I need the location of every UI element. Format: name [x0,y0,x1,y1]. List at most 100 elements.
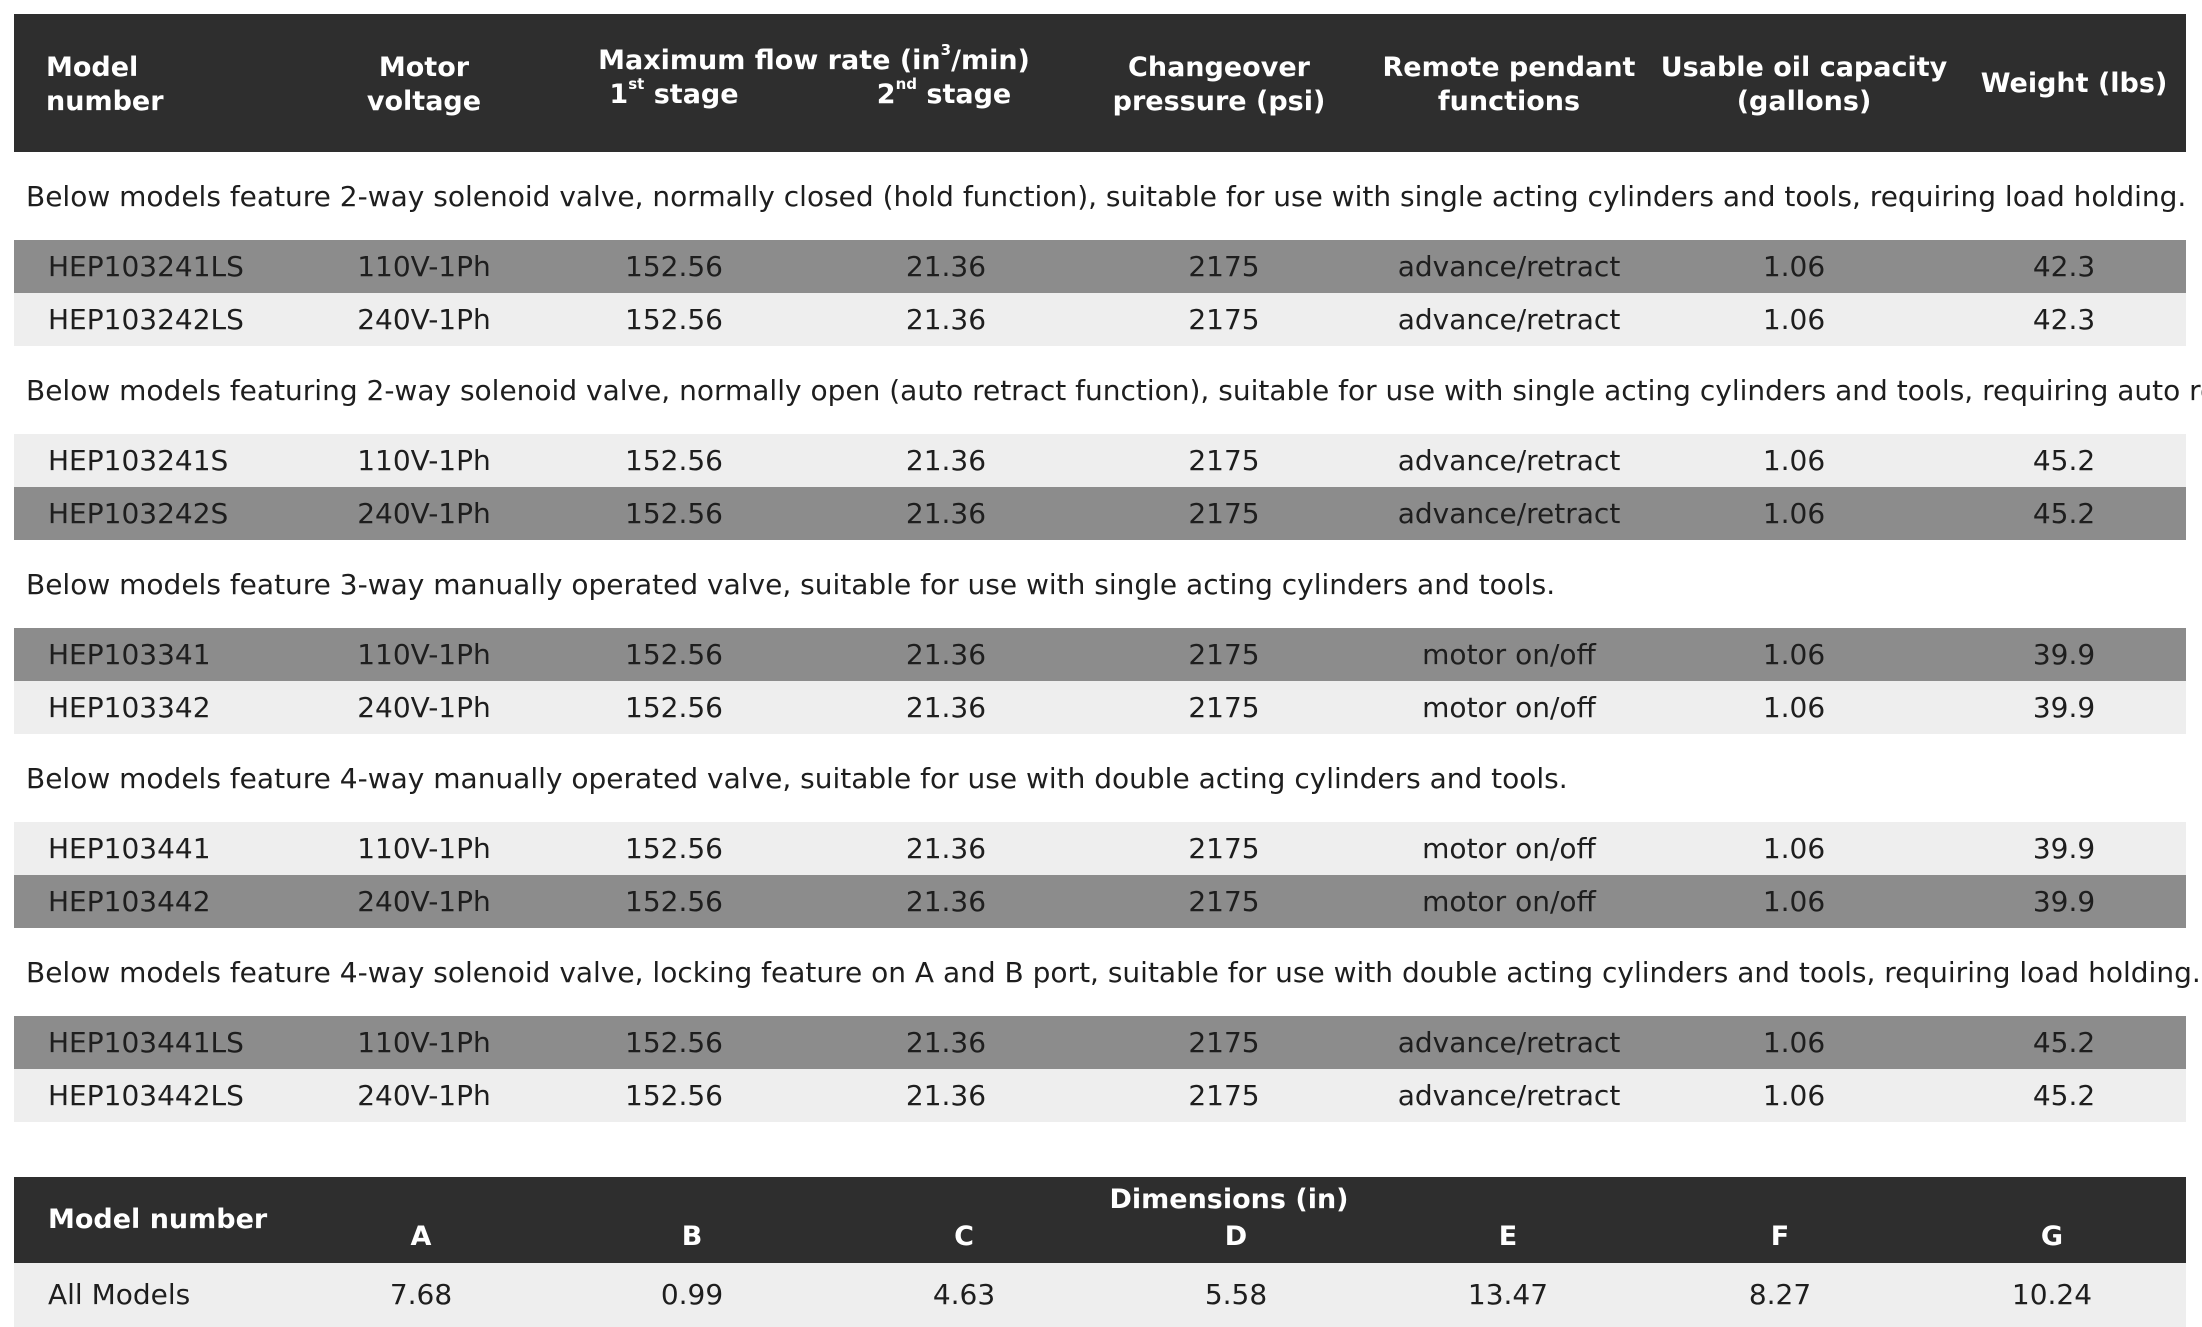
table-row: HEP103241LS 110V-1Ph 152.56 21.36 2175 advanc… [14,240,2186,293]
dimensions-table-header: Model number Dimensions (in) A B C D E F G [14,1177,2186,1263]
cell-oil: 1.06 [1762,691,1826,724]
dim-header-e: E [1498,1221,1518,1252]
table-row: HEP103242S 240V-1Ph 152.56 21.36 2175 advance… [14,487,2186,540]
cell-model-number: HEP103242LS [48,303,244,336]
cell-voltage: 110V-1Ph [357,638,491,671]
cell-pendant: motor on/off [1422,691,1596,724]
cell-stage1: 152.56 [625,303,723,336]
table-row: HEP103441 110V-1Ph 152.56 21.36 2175 motor on… [14,822,2186,875]
cell-pendant: advance/retract [1397,444,1621,477]
cell-oil: 1.06 [1762,832,1826,865]
cell-oil: 1.06 [1762,885,1826,918]
dim-header-g: G [2040,1221,2064,1252]
group-note: Below models feature 4-way solenoid valv… [26,955,2201,989]
cell-stage2: 21.36 [905,691,987,724]
header-motor-voltage: Motor voltage [366,52,482,117]
cell-pendant: advance/retract [1397,303,1621,336]
cell-model-number: HEP103441LS [48,1026,244,1059]
dim-value-g: 10.24 [2011,1278,2093,1311]
header-max-flow-rate: Maximum flow rate (in3/min) [598,41,1030,77]
cell-model-number: HEP103341 [48,638,211,671]
cell-model-number: HEP103441 [48,832,211,865]
cell-weight: 39.9 [2032,832,2096,865]
dim-value-b: 0.99 [660,1278,724,1311]
cell-oil: 1.06 [1762,444,1826,477]
cell-pressure: 2175 [1188,638,1260,671]
cell-voltage: 110V-1Ph [357,444,491,477]
dim-header-title: Dimensions (in) [1109,1184,1349,1215]
cell-oil: 1.06 [1762,250,1826,283]
dim-header-d: D [1224,1221,1248,1252]
cell-pressure: 2175 [1188,250,1260,283]
cell-stage1: 152.56 [625,444,723,477]
cell-stage1: 152.56 [625,832,723,865]
cell-model-number: HEP103241LS [48,250,244,283]
spec-table-body: Below models feature 2-way solenoid valv… [14,152,2202,1122]
cell-stage1: 152.56 [625,638,723,671]
group-note: Below models feature 3-way manually oper… [26,567,1556,601]
dim-row-model: All Models [48,1278,191,1311]
cell-pendant: motor on/off [1422,832,1596,865]
table-row: HEP103242LS 240V-1Ph 152.56 21.36 2175 advanc… [14,293,2186,346]
cell-stage1: 152.56 [625,497,723,530]
cell-pressure: 2175 [1188,303,1260,336]
cell-weight: 39.9 [2032,638,2096,671]
cell-pendant: motor on/off [1422,885,1596,918]
cell-pendant: advance/retract [1397,1026,1621,1059]
dim-value-a: 7.68 [389,1278,453,1311]
cell-voltage: 240V-1Ph [357,1079,491,1112]
cell-stage1: 152.56 [625,1026,723,1059]
cell-voltage: 240V-1Ph [357,885,491,918]
cell-model-number: HEP103242S [48,497,229,530]
spec-document: Model number Motor voltage Maximum flow ra… [14,14,2202,1327]
cell-voltage: 110V-1Ph [357,1026,491,1059]
cell-pressure: 2175 [1188,1079,1260,1112]
dim-value-c: 4.63 [932,1278,996,1311]
group-note: Below models featuring 2-way solenoid va… [26,373,2202,407]
cell-model-number: HEP103442LS [48,1079,244,1112]
dim-header-model-number: Model number [48,1204,268,1235]
cell-stage2: 21.36 [905,1079,987,1112]
header-usable-oil-capacity: Usable oil capacity (gallons) [1660,52,1948,117]
spec-table-header: Model number Motor voltage Maximum flow ra… [14,14,2186,152]
cell-pressure: 2175 [1188,444,1260,477]
cell-stage1: 152.56 [625,250,723,283]
cell-stage2: 21.36 [905,303,987,336]
cell-weight: 45.2 [2032,444,2096,477]
cell-model-number: HEP103342 [48,691,211,724]
cell-pressure: 2175 [1188,832,1260,865]
cell-voltage: 110V-1Ph [357,250,491,283]
cell-stage1: 152.56 [625,885,723,918]
cell-pendant: advance/retract [1397,1079,1621,1112]
table-row: HEP103442 240V-1Ph 152.56 21.36 2175 motor on… [14,875,2186,928]
cell-pendant: motor on/off [1422,638,1596,671]
dim-value-f: 8.27 [1748,1278,1812,1311]
cell-model-number: HEP103241S [48,444,229,477]
cell-pressure: 2175 [1188,497,1260,530]
dimensions-row: All Models 7.68 0.99 4.63 5.58 13.47 8.27 10.2… [14,1263,2186,1327]
cell-voltage: 110V-1Ph [357,832,491,865]
cell-stage2: 21.36 [905,497,987,530]
dim-header-f: F [1770,1221,1790,1252]
header-remote-pendant: Remote pendant functions [1382,52,1636,117]
cell-pressure: 2175 [1188,885,1260,918]
table-row: HEP103442LS 240V-1Ph 152.56 21.36 2175 advanc… [14,1069,2186,1122]
cell-stage2: 21.36 [905,885,987,918]
cell-model-number: HEP103442 [48,885,211,918]
cell-pressure: 2175 [1188,691,1260,724]
cell-stage1: 152.56 [625,691,723,724]
cell-weight: 45.2 [2032,497,2096,530]
table-row: HEP103341 110V-1Ph 152.56 21.36 2175 motor on… [14,628,2186,681]
cell-pendant: advance/retract [1397,250,1621,283]
cell-voltage: 240V-1Ph [357,303,491,336]
cell-stage2: 21.36 [905,1026,987,1059]
table-row: HEP103441LS 110V-1Ph 152.56 21.36 2175 advanc… [14,1016,2186,1069]
header-changeover-pressure: Changeover pressure (psi) [1112,52,1326,117]
dim-header-a: A [410,1221,432,1252]
table-row: HEP103241S 110V-1Ph 152.56 21.36 2175 advance… [14,434,2186,487]
dim-header-c: C [954,1221,974,1252]
cell-oil: 1.06 [1762,1079,1826,1112]
cell-weight: 39.9 [2032,885,2096,918]
cell-weight: 45.2 [2032,1079,2096,1112]
cell-stage2: 21.36 [905,638,987,671]
